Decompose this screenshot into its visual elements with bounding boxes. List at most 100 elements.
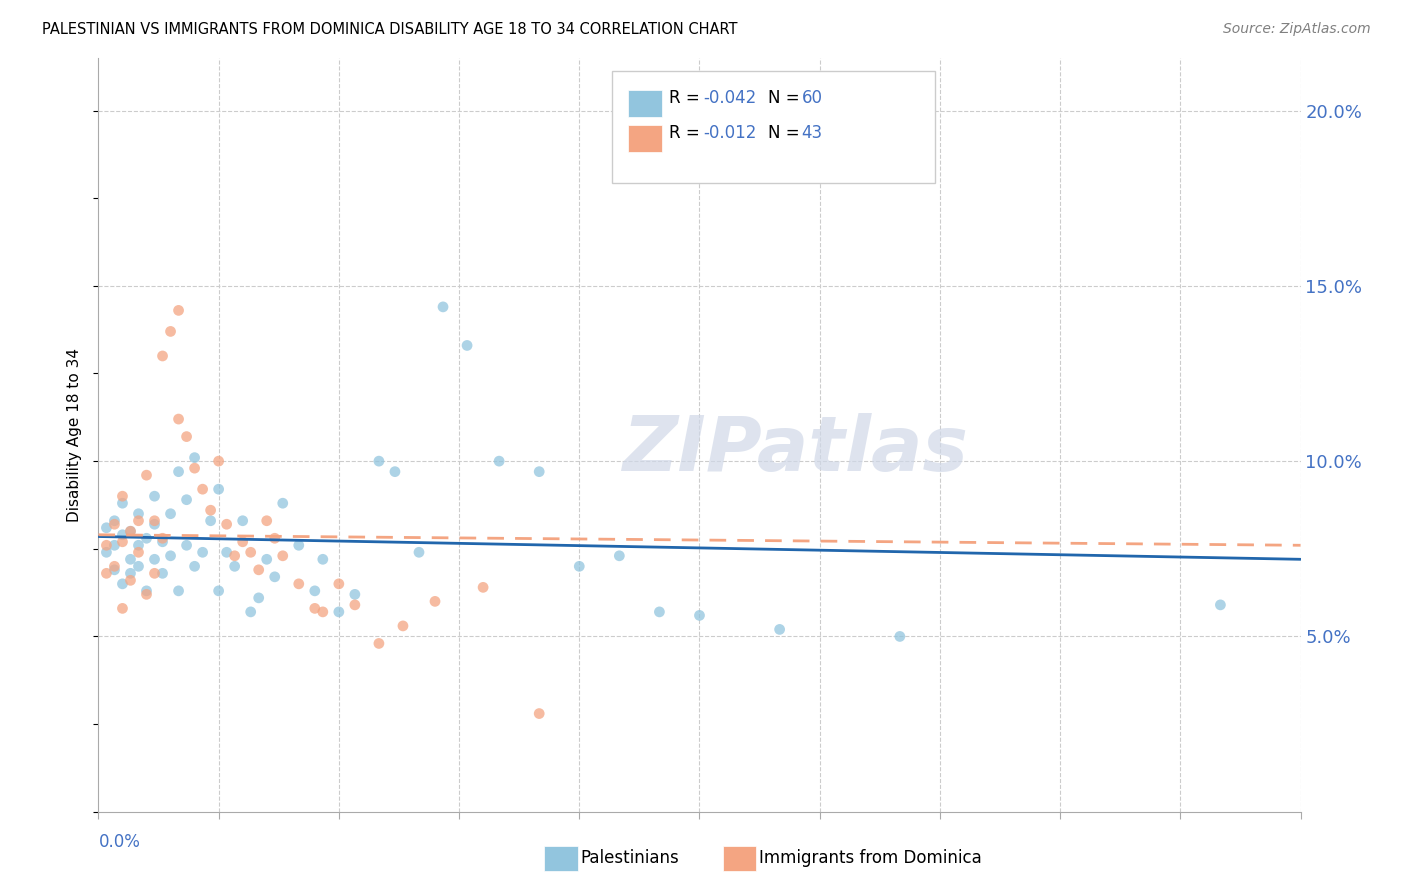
- Point: [328, 605, 350, 619]
- Point: [200, 503, 222, 517]
- Point: [159, 507, 181, 521]
- Point: [368, 636, 391, 650]
- Point: [176, 492, 198, 507]
- Point: [103, 559, 125, 574]
- Point: [135, 468, 157, 483]
- Point: [208, 583, 231, 598]
- Point: [688, 608, 710, 623]
- Point: [111, 534, 134, 549]
- Point: [488, 454, 510, 468]
- Point: [232, 534, 254, 549]
- Point: [288, 577, 311, 591]
- Point: [120, 524, 142, 539]
- Text: 43: 43: [801, 124, 823, 142]
- Point: [456, 338, 478, 352]
- Point: [128, 538, 150, 552]
- Text: 60: 60: [801, 89, 823, 107]
- Point: [423, 594, 446, 608]
- Point: [128, 514, 150, 528]
- Point: [200, 514, 222, 528]
- Point: [111, 489, 134, 503]
- Point: [343, 587, 366, 601]
- Point: [263, 570, 285, 584]
- Point: [167, 412, 190, 426]
- Text: Immigrants from Dominica: Immigrants from Dominica: [759, 849, 981, 867]
- Point: [135, 531, 157, 545]
- Point: [239, 545, 262, 559]
- Text: Source: ZipAtlas.com: Source: ZipAtlas.com: [1223, 22, 1371, 37]
- Point: [191, 545, 214, 559]
- Point: [143, 517, 166, 532]
- Point: [152, 531, 174, 545]
- Point: [143, 489, 166, 503]
- Point: [224, 549, 246, 563]
- Point: [304, 601, 326, 615]
- Point: [111, 528, 134, 542]
- Point: [176, 538, 198, 552]
- Point: [167, 303, 190, 318]
- Point: [96, 538, 118, 552]
- Point: [120, 524, 142, 539]
- Point: [609, 549, 631, 563]
- Point: [472, 580, 495, 594]
- Point: [120, 566, 142, 581]
- Point: [889, 629, 911, 643]
- Text: R =: R =: [669, 124, 706, 142]
- Point: [208, 454, 231, 468]
- Point: [128, 507, 150, 521]
- Point: [271, 496, 294, 510]
- Point: [159, 549, 181, 563]
- Point: [529, 465, 551, 479]
- Point: [256, 514, 278, 528]
- Point: [128, 559, 150, 574]
- Point: [191, 482, 214, 496]
- Point: [103, 563, 125, 577]
- Point: [368, 454, 391, 468]
- Point: [343, 598, 366, 612]
- Point: [232, 514, 254, 528]
- Point: [96, 566, 118, 581]
- Point: [408, 545, 430, 559]
- Text: PALESTINIAN VS IMMIGRANTS FROM DOMINICA DISABILITY AGE 18 TO 34 CORRELATION CHAR: PALESTINIAN VS IMMIGRANTS FROM DOMINICA …: [42, 22, 738, 37]
- Point: [143, 552, 166, 566]
- Point: [239, 605, 262, 619]
- Point: [111, 577, 134, 591]
- Point: [768, 623, 790, 637]
- Point: [176, 429, 198, 443]
- Point: [392, 619, 415, 633]
- Text: R =: R =: [669, 89, 706, 107]
- Point: [384, 465, 406, 479]
- Point: [215, 545, 238, 559]
- Point: [143, 514, 166, 528]
- Text: Palestinians: Palestinians: [581, 849, 679, 867]
- Point: [128, 545, 150, 559]
- Text: N =: N =: [768, 124, 804, 142]
- Text: ZIPatlas: ZIPatlas: [623, 413, 969, 487]
- Point: [256, 552, 278, 566]
- Text: 0.0%: 0.0%: [98, 833, 141, 851]
- Point: [103, 514, 125, 528]
- Point: [152, 349, 174, 363]
- Point: [208, 482, 231, 496]
- Point: [167, 583, 190, 598]
- Point: [143, 566, 166, 581]
- Point: [312, 605, 335, 619]
- Point: [135, 583, 157, 598]
- Point: [304, 583, 326, 598]
- Text: N =: N =: [768, 89, 804, 107]
- Point: [271, 549, 294, 563]
- Point: [135, 587, 157, 601]
- Text: -0.012: -0.012: [703, 124, 756, 142]
- Point: [529, 706, 551, 721]
- Point: [152, 566, 174, 581]
- Point: [288, 538, 311, 552]
- Point: [120, 552, 142, 566]
- Y-axis label: Disability Age 18 to 34: Disability Age 18 to 34: [67, 348, 83, 522]
- Point: [224, 559, 246, 574]
- Point: [247, 563, 270, 577]
- Point: [432, 300, 454, 314]
- Point: [328, 577, 350, 591]
- Point: [96, 521, 118, 535]
- Text: -0.042: -0.042: [703, 89, 756, 107]
- Point: [111, 496, 134, 510]
